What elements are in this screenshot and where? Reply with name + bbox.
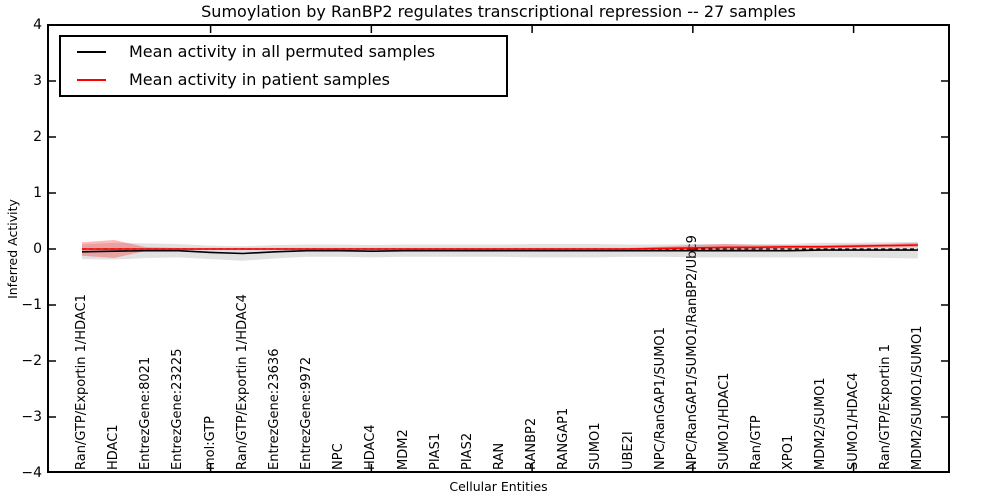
x-tick-label: SUMO1 [588, 422, 604, 471]
x-tick-label: NPC/RanGAP1/SUMO1 [652, 327, 668, 470]
x-tick-label: RAN [491, 442, 507, 470]
legend-label: Mean activity in all permuted samples [129, 42, 436, 61]
y-tick-label: 3 [33, 73, 42, 89]
y-tick-label: 4 [33, 17, 42, 33]
x-tick-label: HDAC4 [363, 424, 379, 470]
x-tick-label: NPC [331, 443, 347, 470]
y-tick-label: −3 [21, 409, 42, 425]
x-tick-label: EntrezGene:8021 [138, 356, 154, 470]
x-tick-label: PIAS1 [427, 432, 443, 470]
x-tick-label: RANBP2 [524, 417, 540, 470]
x-tick-label: MDM2/SUMO1/SUMO1 [909, 325, 925, 470]
x-tick-label: RANGAP1 [556, 407, 572, 470]
chart-title: Sumoylation by RanBP2 regulates transcri… [201, 2, 796, 21]
patient-mean-line [82, 244, 918, 250]
y-tick-label: 0 [33, 241, 42, 257]
legend-label: Mean activity in patient samples [129, 70, 390, 89]
permuted-mean-line [81, 249, 918, 255]
x-tick-label: XPO1 [781, 434, 797, 470]
x-tick-label: SUMO1/HDAC4 [845, 372, 861, 470]
x-tick-label: EntrezGene:23225 [170, 348, 186, 470]
x-tick-label: Ran/GTP/Exportin 1/HDAC1 [74, 294, 89, 470]
x-tick-label: HDAC1 [106, 424, 122, 470]
y-tick-label: 2 [33, 129, 42, 145]
x-tick-label: MDM2/SUMO1 [813, 377, 829, 470]
x-tick-label: Ran/GTP/Exportin 1/HDAC4 [234, 294, 250, 470]
x-tick-label: NPC/RanGAP1/SUMO1/RanBP2/Ubc9 [684, 235, 700, 470]
x-tick-label: MDM2 [395, 429, 411, 470]
x-tick-label: Ran/GTP [749, 415, 765, 470]
x-tick-label: UBE2I [620, 431, 636, 470]
x-axis-label: Cellular Entities [449, 479, 548, 494]
x-tick-label: EntrezGene:9972 [299, 356, 315, 470]
chart-legend: Mean activity in all permuted samples Me… [59, 35, 508, 97]
patient-line-swatch-icon [77, 79, 106, 81]
legend-entry-permuted: Mean activity in all permuted samples [61, 38, 506, 66]
legend-entry-patient: Mean activity in patient samples [61, 66, 506, 94]
x-tick-label: SUMO1/HDAC1 [717, 372, 732, 470]
y-tick-label: −2 [21, 353, 42, 369]
y-tick-label: −1 [21, 297, 42, 313]
x-tick-label: PIAS2 [459, 432, 475, 470]
x-tick-label: EntrezGene:23636 [266, 348, 282, 470]
permuted-std-band [82, 241, 918, 261]
x-tick-label: mol:GTP [202, 416, 218, 470]
x-tick-label: Ran/GTP/Exportin 1 [877, 344, 893, 470]
permuted-line-swatch-icon [77, 51, 106, 53]
y-tick-label: 1 [33, 185, 42, 201]
patient-std-band [82, 240, 918, 258]
y-tick-label: −4 [21, 465, 42, 481]
